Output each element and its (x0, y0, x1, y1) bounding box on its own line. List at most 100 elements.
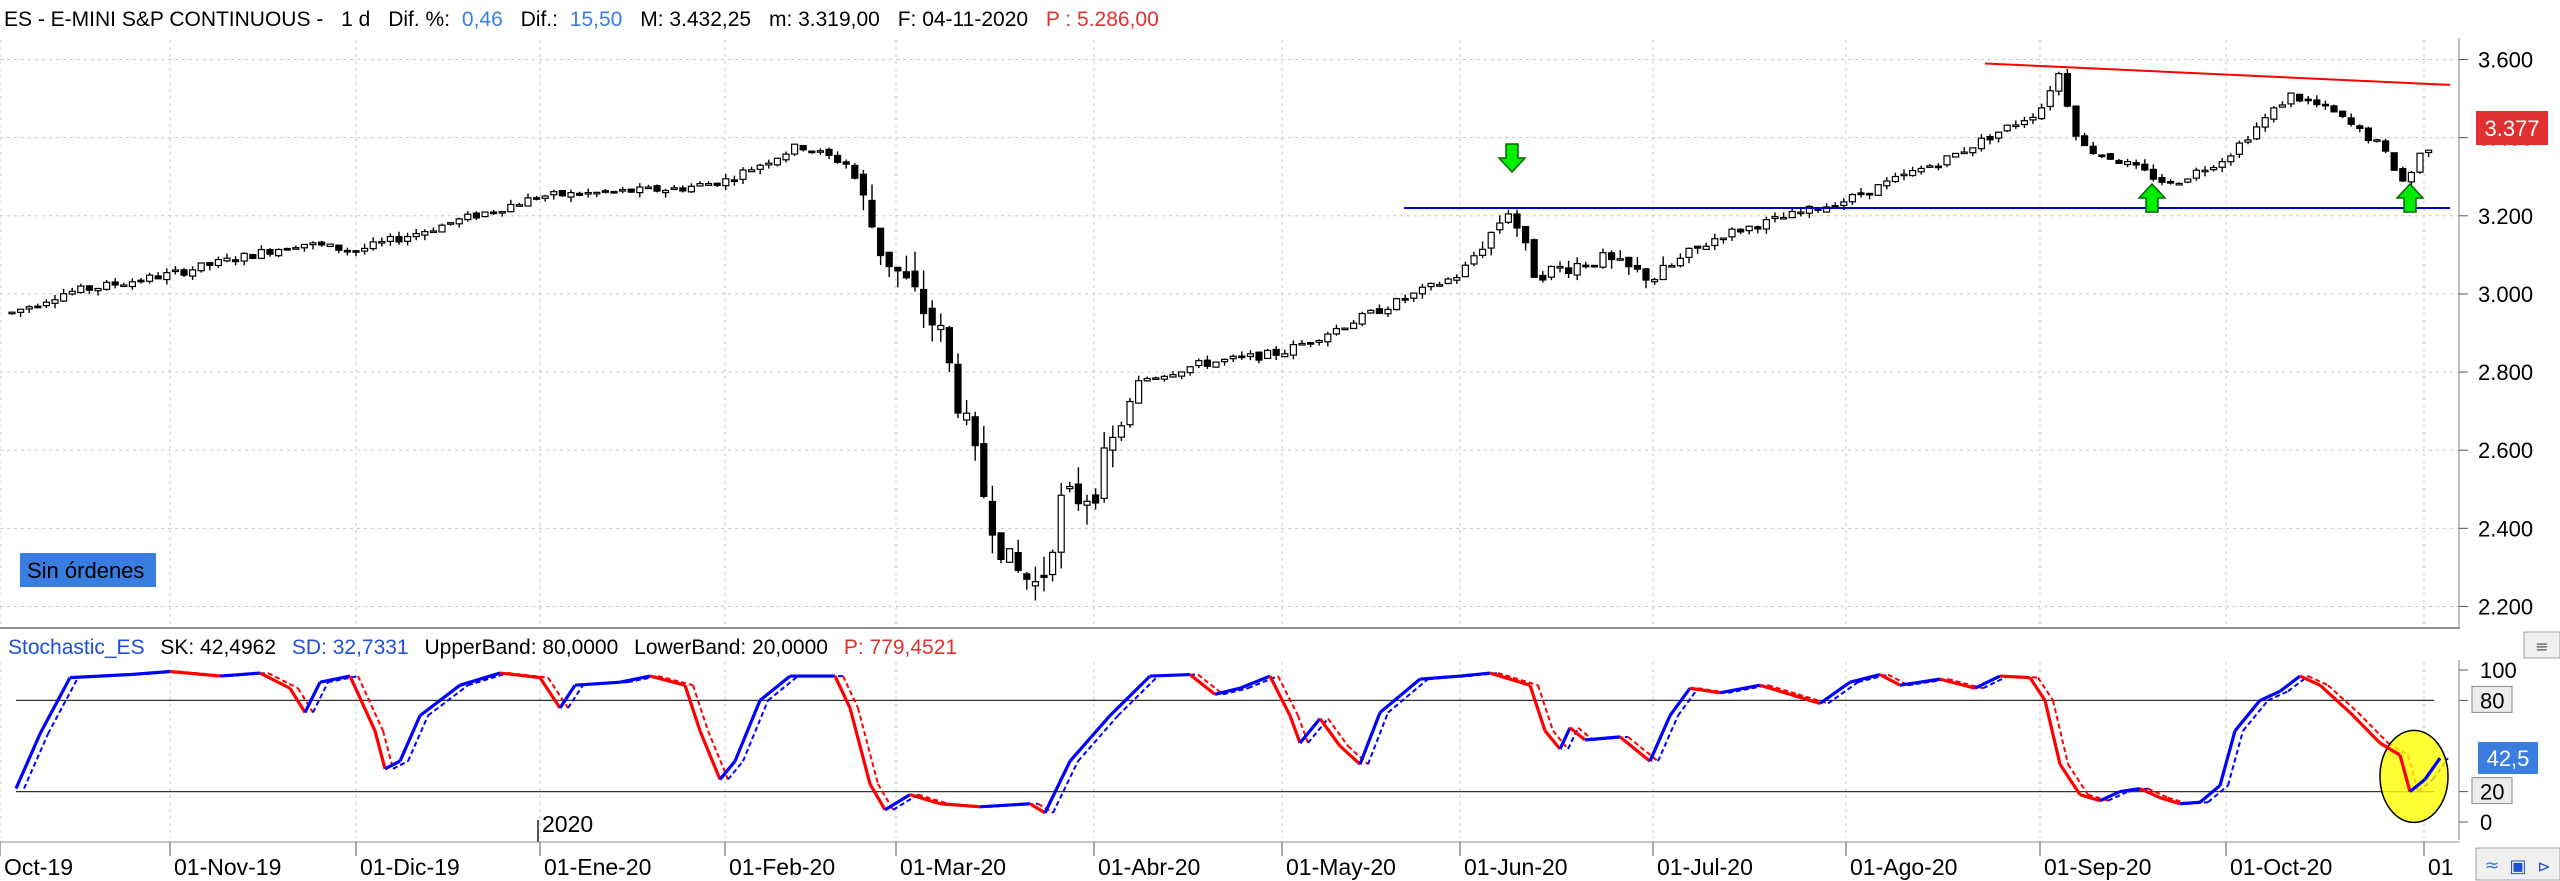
candle-body (937, 324, 945, 331)
candle-body (1410, 292, 1418, 299)
candle-body (1797, 211, 1805, 215)
resistance-line (1984, 62, 2451, 86)
sk-segment (1029, 802, 1046, 815)
candle-body (283, 247, 291, 251)
candle-body (1005, 548, 1014, 563)
sd-segment (842, 675, 859, 709)
candle-body (2304, 98, 2312, 102)
indicator-points: P: 779,4521 (844, 636, 957, 659)
sd-segment (392, 760, 409, 770)
candle-body (2321, 103, 2329, 107)
sd-segment (2007, 675, 2039, 679)
candle-body (601, 190, 610, 193)
sk-segment (1149, 672, 1191, 678)
candle-body (2399, 168, 2407, 182)
candle-body (1659, 264, 1667, 281)
candle-body (1169, 374, 1177, 378)
sk-segment (884, 793, 911, 812)
candle-body (2141, 163, 2149, 171)
sd-segment (47, 677, 79, 735)
date-tick-label: 01-Ago-20 (1850, 854, 1957, 880)
candle-body (25, 306, 33, 310)
date-tick-label: 01-Sep-20 (2044, 854, 2151, 880)
candle-body (429, 230, 437, 234)
candle-body (464, 213, 472, 221)
candle-body (1263, 349, 1272, 360)
candle-body (894, 266, 902, 272)
sk-segment (1899, 677, 1941, 687)
candle-body (2012, 124, 2020, 128)
candle-body (1960, 151, 1968, 155)
sd-segment (1657, 715, 1679, 762)
candle-body (343, 249, 351, 253)
candle-body (1977, 137, 1986, 150)
candle-body (1195, 360, 1203, 367)
candle-body (1023, 573, 1031, 580)
candle-body (1556, 265, 1564, 269)
sk-segment (2423, 757, 2442, 781)
candle-body (2235, 142, 2243, 155)
header-symbol: ES - E-MINI S&P CONTINUOUS - (4, 8, 323, 31)
sk-segment (1879, 673, 1901, 687)
price-tick-label: 2.200 (2478, 594, 2533, 619)
candle-body (859, 173, 868, 196)
sk-segment (419, 683, 461, 717)
candle-body (309, 242, 317, 246)
header-period: 1 d (341, 8, 370, 31)
candle-body (1031, 581, 1040, 587)
sd-segment (2227, 730, 2244, 786)
candle-body (1048, 551, 1057, 576)
candle-body (8, 311, 16, 315)
candle-body (1754, 226, 1762, 230)
candle-body (1573, 262, 1581, 276)
candle-body (988, 500, 997, 536)
price-tick-label: 2.800 (2478, 360, 2533, 385)
scroll-right-icon[interactable]: ⊳ (2537, 857, 2550, 876)
sk-segment (2028, 676, 2047, 702)
candle-body (1908, 169, 1917, 177)
sk-segment (1459, 671, 1491, 678)
sk-segment (1378, 677, 1422, 714)
sk-segment (14, 733, 42, 790)
candle-body (1599, 252, 1607, 268)
sk-segment (1068, 714, 1112, 763)
candle-body (954, 363, 962, 414)
zoom-toggle-icon[interactable]: ≈ (2484, 855, 2499, 876)
save-icon[interactable]: ▣ (2509, 856, 2526, 877)
candle-body (765, 162, 773, 166)
candle-body (59, 293, 68, 302)
sk-segment (1568, 726, 1587, 742)
candle-body (1435, 284, 1444, 287)
stochastic-y-ticks: 100 80 20 0 (2459, 658, 2517, 835)
date-tick-label: 01-Feb-20 (729, 854, 835, 880)
candle-body (2124, 161, 2132, 166)
sk-segment (2198, 784, 2222, 804)
candle-body (1186, 366, 1194, 374)
sd-segment (547, 677, 569, 709)
candle-body (2407, 171, 2415, 183)
candle-body (102, 281, 111, 290)
candle-body (249, 253, 257, 260)
candle-body (696, 182, 704, 187)
sk-segment (868, 783, 887, 811)
sd-segment (2147, 787, 2169, 799)
candle-body (851, 164, 859, 179)
candle-body (2167, 180, 2175, 184)
sk-segment (288, 687, 307, 714)
sk-segment (2218, 730, 2237, 786)
candle-body (1934, 165, 1943, 169)
candle-body (1229, 355, 1237, 360)
sd-segment (1052, 760, 1079, 814)
candle-body (1152, 377, 1160, 381)
candle-body (77, 285, 85, 294)
candle-body (1057, 494, 1065, 553)
candle-body (1203, 359, 1212, 367)
candle-body (455, 218, 463, 225)
candle-body (369, 241, 377, 250)
candle-body (997, 532, 1005, 560)
sk-segment (683, 684, 702, 732)
sk-segment (2233, 699, 2262, 732)
candle-body (627, 188, 635, 193)
chart-settings-button[interactable] (2523, 631, 2560, 659)
